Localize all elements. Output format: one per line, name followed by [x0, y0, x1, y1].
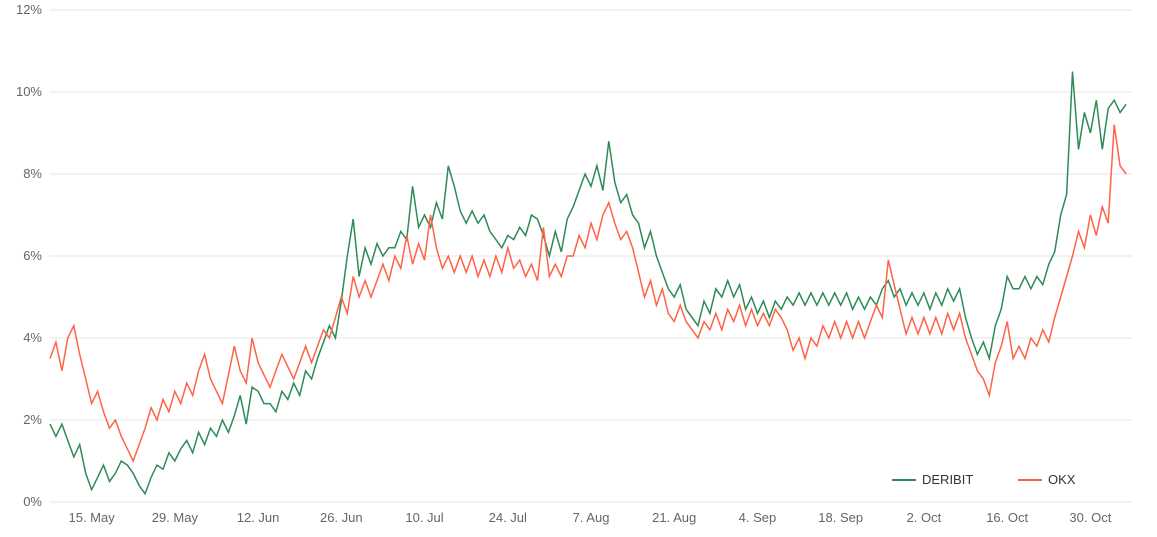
x-axis-label: 30. Oct	[1069, 510, 1111, 525]
chart-container: 0% 2% 4% 6% 8% 10% 12% 15. May 29. May 12. Jun 26.…	[0, 0, 1157, 537]
y-axis-label: 6%	[23, 248, 42, 263]
x-axis-label: 16. Oct	[986, 510, 1028, 525]
x-axis-label: 15. May	[68, 510, 115, 525]
x-axis-label: 12. Jun	[237, 510, 280, 525]
x-axis-label: 26. Jun	[320, 510, 363, 525]
y-axis-label: 4%	[23, 330, 42, 345]
y-axis-label: 10%	[16, 84, 42, 99]
x-axis-label: 2. Oct	[907, 510, 942, 525]
x-axis-label: 21. Aug	[652, 510, 696, 525]
y-axis-label: 2%	[23, 412, 42, 427]
y-axis-label: 12%	[16, 2, 42, 17]
legend-label: OKX	[1048, 472, 1076, 487]
x-axis-label: 7. Aug	[573, 510, 610, 525]
x-axis-label: 24. Jul	[489, 510, 527, 525]
x-axis-label: 10. Jul	[405, 510, 443, 525]
legend-label: DERIBIT	[922, 472, 973, 487]
x-axis-label: 4. Sep	[739, 510, 777, 525]
x-axis-label: 18. Sep	[818, 510, 863, 525]
y-axis-label: 0%	[23, 494, 42, 509]
line-chart: 0% 2% 4% 6% 8% 10% 12% 15. May 29. May 12. Jun 26.…	[0, 0, 1157, 537]
x-axis-label: 29. May	[152, 510, 199, 525]
y-axis-label: 8%	[23, 166, 42, 181]
